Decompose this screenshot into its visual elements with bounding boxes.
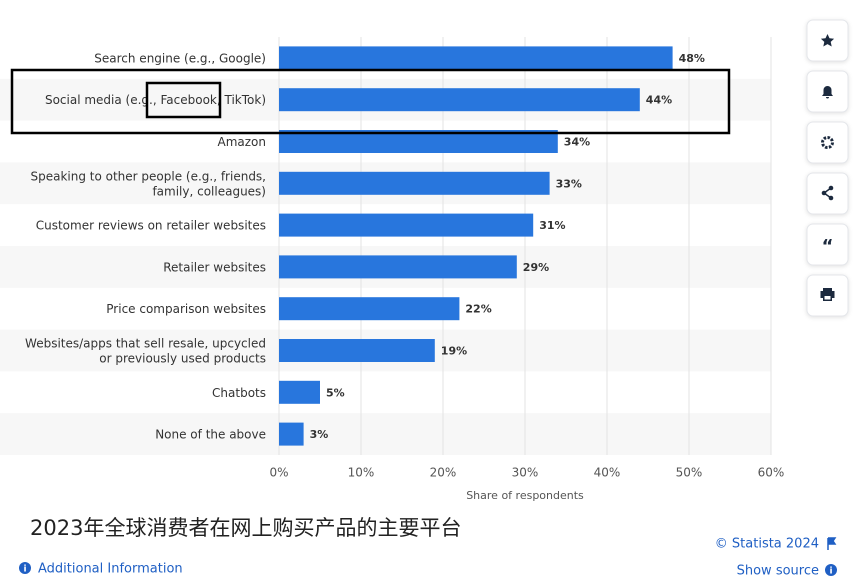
x-tick-label: 60% — [758, 466, 785, 480]
bar — [279, 213, 534, 237]
y-tick-label: Customer reviews on retailer websites — [36, 219, 266, 233]
highlight-box — [10, 68, 731, 135]
settings-button[interactable] — [806, 121, 849, 164]
y-tick-label: Speaking to other people (e.g., friends, — [30, 169, 266, 183]
info-icon — [19, 562, 31, 574]
x-tick-label: 50% — [676, 466, 703, 480]
y-tick-label: Chatbots — [212, 386, 266, 400]
flag-icon — [827, 537, 837, 550]
bar — [279, 171, 550, 195]
x-axis-label: Share of respondents — [466, 489, 584, 502]
data-label: 5% — [326, 386, 345, 399]
data-label: 34% — [564, 136, 590, 149]
x-tick-label: 20% — [430, 466, 457, 480]
bar — [279, 297, 460, 321]
share-button[interactable] — [806, 172, 849, 215]
data-label: 33% — [556, 177, 582, 190]
data-label: 19% — [441, 345, 467, 358]
gear-icon — [821, 136, 834, 149]
star-icon — [820, 34, 835, 47]
bar — [279, 130, 558, 153]
chart-title: 2023年全球消费者在网上购买产品的主要平台 — [30, 516, 461, 540]
data-label: 22% — [465, 303, 491, 316]
printer-icon — [820, 288, 835, 301]
info-icon-glyph: i — [23, 565, 26, 575]
data-label: 31% — [539, 219, 565, 232]
show-source-link[interactable]: Show source — [737, 564, 819, 579]
y-tick-label: family, colleagues) — [152, 184, 266, 198]
bar — [279, 339, 435, 362]
y-tick-label: Websites/apps that sell resale, upcycled — [25, 337, 266, 351]
info-icon — [825, 564, 837, 576]
y-tick-label: Amazon — [218, 135, 267, 149]
bar — [279, 255, 517, 279]
data-label: 48% — [679, 52, 705, 65]
x-tick-label: 10% — [348, 466, 375, 480]
y-tick-label: or previously used products — [99, 352, 266, 366]
quote-icon: “ — [822, 236, 834, 257]
share-icon — [821, 185, 834, 201]
row-band — [0, 413, 771, 455]
data-label: 3% — [310, 428, 329, 441]
additional-info-link[interactable]: Additional Information — [38, 562, 183, 577]
x-tick-label: 0% — [269, 466, 288, 480]
bar — [279, 380, 320, 404]
data-label: 44% — [646, 94, 672, 107]
y-tick-label: Retailer websites — [163, 260, 266, 274]
bar — [279, 46, 673, 70]
side-toolbar: “ — [806, 19, 849, 317]
y-tick-label: None of the above — [155, 428, 266, 442]
bar — [279, 88, 640, 112]
x-tick-label: 40% — [594, 466, 621, 480]
bar — [279, 422, 304, 446]
info-icon-glyph: i — [829, 567, 832, 577]
x-tick-label: 30% — [512, 466, 539, 480]
data-label: 29% — [523, 261, 549, 274]
copyright[interactable]: © Statista 2024 — [715, 537, 819, 552]
y-tick-label: Social media (e.g., Facebook, TikTok) — [45, 93, 266, 107]
y-tick-label: Price comparison websites — [106, 302, 266, 316]
y-tick-label: Search engine (e.g., Google) — [94, 51, 266, 65]
highlight-box — [145, 81, 222, 119]
plot: 0% 10% 20% 30% 40% 50% 60% Search engine (e.g.,… — [25, 37, 784, 480]
cite-button[interactable] — [806, 223, 849, 266]
bell-icon — [822, 86, 833, 99]
